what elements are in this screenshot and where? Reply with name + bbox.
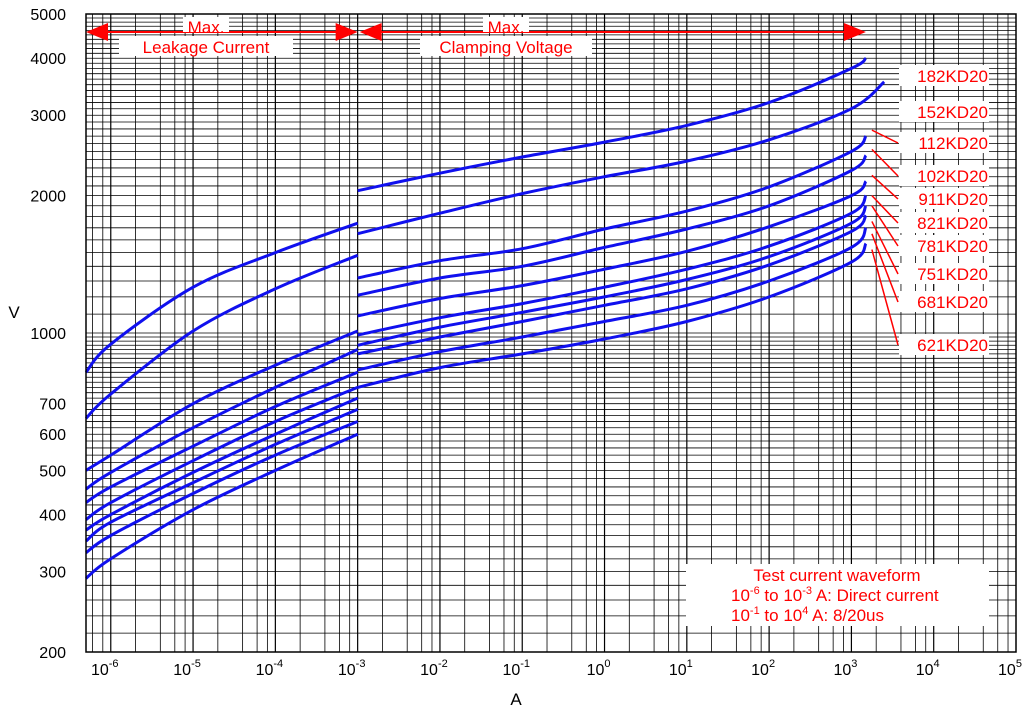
x-tick-label: 10-3 <box>338 658 366 679</box>
series-label-681KD20: 681KD20 <box>917 293 988 312</box>
note-background <box>686 564 989 626</box>
series-line-781KD20-leakage <box>85 396 359 532</box>
y-tick-label: 500 <box>39 463 66 480</box>
series-line-751KD20-clamping <box>357 214 868 356</box>
series-line-152KD20-leakage <box>84 253 359 420</box>
label-leader-681KD20 <box>871 233 899 303</box>
label-background <box>899 165 989 186</box>
label-background <box>899 65 989 86</box>
x-tick-label: 103 <box>833 658 857 679</box>
series-line-821KD20-clamping <box>357 194 868 337</box>
x-tick-label: 105 <box>998 658 1022 679</box>
series-label-911KD20: 911KD20 <box>918 190 988 209</box>
label-background <box>899 291 989 312</box>
x-tick-label: 10-4 <box>256 658 284 679</box>
region-label-line2: Clamping Voltage <box>439 38 572 57</box>
series-line-781KD20-clamping <box>357 204 868 347</box>
series-line-681KD20-leakage <box>85 420 359 554</box>
y-tick-label: 400 <box>39 508 66 525</box>
x-tick-label: 102 <box>751 658 775 679</box>
label-background <box>899 101 989 122</box>
series-line-112KD20-leakage <box>85 329 359 472</box>
label-leader-781KD20 <box>871 205 899 247</box>
y-tick-label: 600 <box>39 427 66 444</box>
label-background <box>899 132 989 153</box>
series-line-182KD20-leakage <box>84 221 359 374</box>
series-line-751KD20-leakage <box>85 408 359 543</box>
series-label-751KD20: 751KD20 <box>917 265 988 284</box>
series-line-681KD20-clamping <box>357 226 868 372</box>
region-label-bg <box>119 36 293 56</box>
note-line-2: 10-1 to 104 A: 8/20us <box>731 605 884 625</box>
x-tick-label: 10-5 <box>173 658 201 679</box>
series-label-112KD20: 112KD20 <box>918 134 988 153</box>
series-line-102KD20-clamping <box>357 154 868 297</box>
y-tick-label: 2000 <box>30 189 66 206</box>
x-axis-title: A <box>510 690 522 709</box>
x-tick-label: 100 <box>587 658 611 679</box>
y-tick-label: 700 <box>39 397 66 414</box>
label-leader-821KD20 <box>871 195 899 224</box>
arrow-head <box>86 23 108 41</box>
series-label-152KD20: 152KD20 <box>917 103 988 122</box>
y-tick-label: 3000 <box>30 108 66 125</box>
y-tick-label: 300 <box>39 565 66 582</box>
series-lines <box>84 56 886 580</box>
label-leader-911KD20 <box>871 174 899 200</box>
label-leader-621KD20 <box>871 249 899 346</box>
label-background <box>899 263 989 284</box>
series-line-621KD20-clamping <box>357 242 868 389</box>
y-tick-label: 5000 <box>30 7 66 24</box>
label-leader-102KD20 <box>871 148 899 177</box>
region-label-line1: Max. <box>188 18 225 37</box>
x-tick-label: 101 <box>669 658 693 679</box>
series-label-781KD20: 781KD20 <box>917 237 988 256</box>
x-tick-label: 10-2 <box>420 658 448 679</box>
note-line-1: 10-6 to 10-3 A: Direct current <box>731 585 939 605</box>
x-tick-labels: 10-6 10-5 10-4 10-3 10-2 10-1 100 101 102 103 104 1… <box>91 658 1022 679</box>
series-label-621KD20: 621KD20 <box>917 336 988 355</box>
label-background <box>899 334 989 355</box>
label-background <box>899 212 989 233</box>
x-tick-label: 104 <box>916 658 940 679</box>
series-line-182KD20-clamping <box>357 56 867 193</box>
arrow-head <box>335 23 358 41</box>
region-label-line2: Leakage Current <box>143 38 270 57</box>
region-label-line1: Max. <box>488 18 525 37</box>
grid <box>86 14 1016 652</box>
arrow-head <box>359 23 382 41</box>
note-title: Test current waveform <box>753 566 920 585</box>
series-line-911KD20-clamping <box>357 180 868 318</box>
series-label-102KD20: 102KD20 <box>917 167 988 186</box>
label-background <box>899 188 989 209</box>
series-line-102KD20-leakage <box>85 348 359 491</box>
series-line-152KD20-clamping <box>357 80 886 236</box>
y-axis-title: V <box>8 303 20 322</box>
region-label-bg <box>183 17 229 32</box>
x-tick-label: 10-6 <box>91 658 119 679</box>
region-label-bg <box>420 36 592 56</box>
test-waveform-note: Test current waveform 10-6 to 10-3 A: Di… <box>686 564 989 626</box>
y-tick-label: 200 <box>39 645 66 662</box>
y-tick-labels: 200 300 400 500 600 700 1000 2000 3000 4000 5000 <box>30 7 66 662</box>
series-line-821KD20-leakage <box>85 386 359 521</box>
series-line-911KD20-leakage <box>85 370 359 504</box>
region-label-bg <box>483 17 529 32</box>
label-leader-751KD20 <box>871 221 899 275</box>
x-tick-label: 10-1 <box>502 658 530 679</box>
label-leader-112KD20 <box>871 129 899 144</box>
y-tick-label: 4000 <box>30 51 66 68</box>
y-tick-label: 1000 <box>30 326 66 343</box>
series-label-182KD20: 182KD20 <box>917 67 988 86</box>
label-background <box>899 235 989 256</box>
series-line-621KD20-leakage <box>85 432 359 580</box>
arrow-head <box>843 23 866 41</box>
plot-frame <box>85 13 1017 653</box>
series-line-112KD20-clamping <box>357 135 868 280</box>
series-label-821KD20: 821KD20 <box>917 214 988 233</box>
series-labels: 182KD20 152KD20 112KD20 102KD20 911KD20 821KD… <box>871 65 989 355</box>
